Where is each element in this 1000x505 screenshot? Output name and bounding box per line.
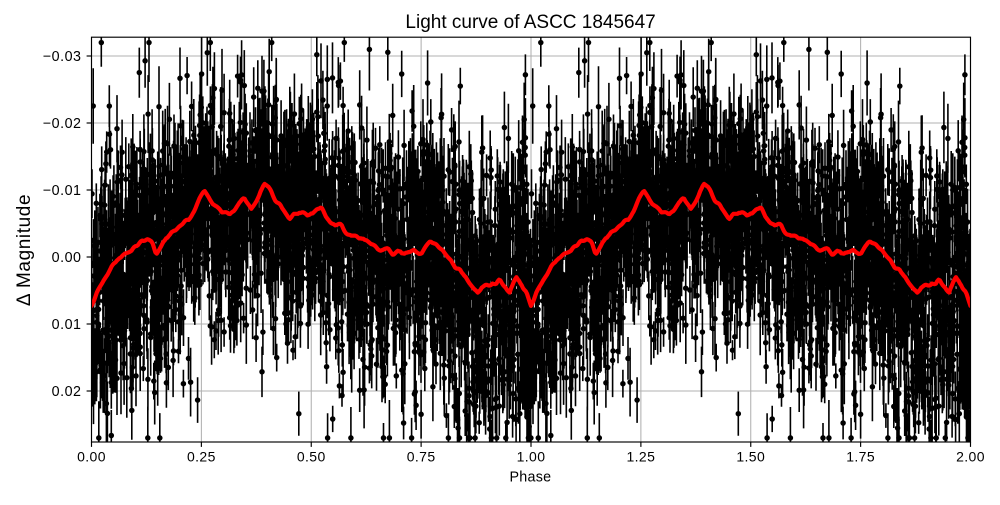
svg-text:−0.02: −0.02: [43, 116, 82, 132]
svg-text:Light curve of ASCC 1845647: Light curve of ASCC 1845647: [405, 12, 655, 33]
svg-text:Phase: Phase: [510, 470, 552, 486]
svg-text:1.00: 1.00: [517, 448, 546, 464]
svg-text:1.50: 1.50: [736, 448, 765, 464]
svg-text:0.50: 0.50: [297, 448, 326, 464]
svg-text:−0.03: −0.03: [43, 49, 82, 65]
svg-text:0.75: 0.75: [407, 448, 436, 464]
svg-text:−0.01: −0.01: [43, 183, 82, 199]
svg-text:0.00: 0.00: [77, 448, 106, 464]
svg-text:0.00: 0.00: [52, 250, 82, 266]
svg-text:0.01: 0.01: [52, 317, 82, 333]
svg-text:0.25: 0.25: [187, 448, 216, 464]
svg-text:Δ Magnitude: Δ Magnitude: [14, 194, 35, 306]
svg-text:1.75: 1.75: [846, 448, 875, 464]
svg-text:2.00: 2.00: [956, 448, 985, 464]
svg-text:1.25: 1.25: [626, 448, 655, 464]
svg-text:0.02: 0.02: [52, 384, 82, 400]
